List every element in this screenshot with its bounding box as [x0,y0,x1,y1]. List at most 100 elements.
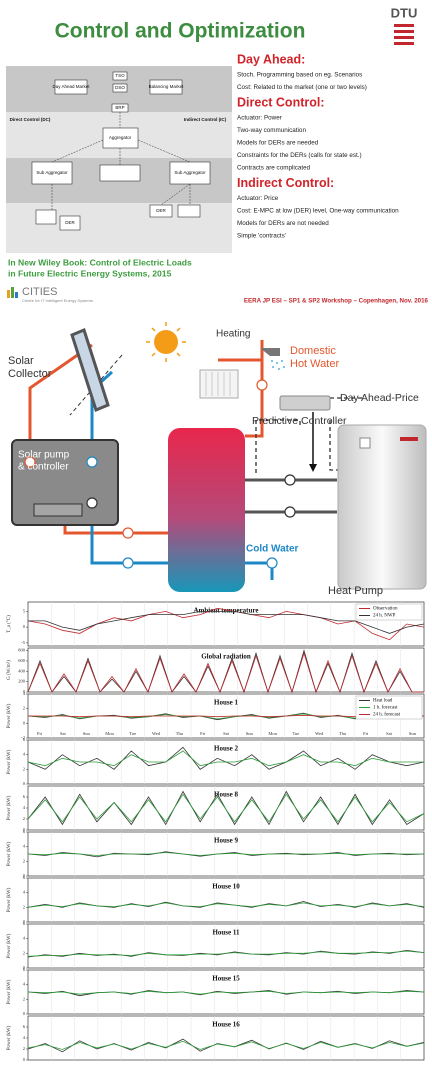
diagram-label: DER [156,208,166,213]
panel-title: House 9 [214,837,238,845]
cities-subtitle: Centre for IT Intelligent Energy Systems [22,298,93,303]
y-axis-label: Power (kW) [7,979,12,1004]
bullet-item: Stoch. Programming based on eg. Scenario… [237,72,362,79]
y-tick-label: 2 [23,904,25,909]
diagram-label: Direct Control (DC) [10,117,51,122]
diagram-label: DSO [115,85,125,90]
y-axis-label: Power (kW) [7,703,12,728]
panel-title: House 1 [214,699,238,707]
diagram-label: Indirect Control (IC) [184,117,227,122]
system-label: Domestic [290,345,336,357]
logo-bars [394,24,414,45]
diagram-label: DER [65,220,75,225]
system-label: Heating [216,329,250,340]
bullet-item: Models for DERs are not needed [237,220,329,227]
system-label: Day Ahead-Price [340,392,419,404]
diagram-label: Sub Aggregator [36,170,68,175]
panel-title: House 10 [212,883,240,891]
heating-system: Solar Collector Heating Domestic Hot Wat… [8,322,426,597]
x-tick-label: Sun [83,731,91,736]
book-note: in Future Electric Energy Systems, 2015 [8,268,172,278]
bullet-item: Actuator: Power [237,115,282,122]
footer: EERA JP ESI – SP1 & SP2 Workshop – Copen… [244,298,429,305]
slide: Control and Optimization DTU TSO DSO BRP… [6,5,429,304]
panel-title: House 16 [212,1021,240,1029]
legend-label: 1 h. forecast [373,706,398,711]
y-tick-label: 0 [23,1057,26,1062]
y-axis-label: Power (kW) [7,1025,12,1050]
y-tick-label: 0 [23,720,26,725]
x-tick-label: Thu [339,731,347,736]
book-note: In New Wiley Book: Control of Electric L… [8,257,192,267]
x-tick-label: Mon [105,731,114,736]
y-tick-label: 6 [23,875,26,880]
x-tick-label: Fri [200,731,206,736]
x-tick-label: Sun [246,731,254,736]
y-tick-label: 6 [23,794,26,799]
bullet-item: Contracts are complicated [237,165,311,172]
bullet-list: Day Ahead: Stoch. Programming based on eg… [237,52,399,239]
y-tick-label: 4 [23,890,26,895]
diagram-label: Aggregator [109,135,132,140]
panel-title: House 2 [214,745,238,753]
y-tick-label: 2 [23,950,25,955]
y-axis-label: T_a (°C) [7,615,12,633]
y-tick-label: 4 [23,691,26,696]
legend-label: 24 h. NWP [373,614,396,619]
bullet-item: Simple 'contracts' [237,233,286,240]
y-tick-label: 800 [18,648,26,653]
y-tick-label: 6 [23,829,26,834]
y-tick-label: 4 [23,752,26,757]
x-tick-label: Sat [60,731,67,736]
y-tick-label: 6 [23,921,26,926]
bullet-item: Constraints for the DERs (calls for stat… [237,152,362,159]
bullet-item: Two-way communication [237,127,306,134]
diagram-label: BRP [115,105,124,110]
section-heading: Indirect Control: [237,176,334,190]
y-axis-label: Power (kW) [7,749,12,774]
x-tick-label: Fri [37,731,43,736]
x-tick-label: Tue [129,731,136,736]
y-tick-label: 2 [23,1046,25,1051]
system-label: Collector [8,368,52,380]
y-axis-label: Power (kW) [7,933,12,958]
bullet-item: Cost: Related to the market (one or two … [237,84,367,91]
y-tick-label: 6 [23,967,26,972]
y-tick-label: 200 [18,679,26,684]
cities-logo [7,287,18,298]
y-axis-label: Power (kW) [7,795,12,820]
y-tick-label: 2 [23,996,25,1001]
y-tick-label: 400 [18,668,26,673]
cities: CITIES [22,286,57,298]
section-heading: Direct Control: [237,95,325,109]
y-tick-label: 2 [23,858,25,863]
legend-label: Observation [373,607,398,612]
system-label: & controller [18,462,69,473]
y-axis-label: G (W/m²) [6,660,12,680]
y-tick-label: 0 [23,624,26,629]
page: Control and Optimization DTU TSO DSO BRP… [0,0,432,1064]
bullet-item: Actuator: Price [237,195,279,202]
section-heading: Day Ahead: [237,52,305,66]
panel-title: Global radiation [201,653,251,661]
canvas: Control and Optimization DTU TSO DSO BRP… [0,0,432,1064]
x-tick-label: Sat [223,731,230,736]
y-tick-label: 2 [23,766,25,771]
bullet-item: Cost: E-MPC at low (DER) level, One-way … [237,208,399,215]
architecture-diagram: TSO DSO BRP Day Ahead Market Balancing M… [6,66,232,253]
y-tick-label: 4 [23,805,26,810]
y-axis-label: Power (kW) [7,887,12,912]
x-tick-label: Sun [409,731,417,736]
y-tick-label: 2 [23,816,25,821]
panel-title: House 11 [212,929,240,937]
y-tick-label: 0 [23,781,26,786]
bullet-item: Models for DERs are needed [237,140,319,147]
diagram-label: Day Ahead Market [52,84,90,89]
legend-label: Heat load [373,699,393,704]
y-tick-label: 4 [23,982,26,987]
y-tick-label: 6 [23,1024,26,1029]
diagram-label: Sub Aggregator [174,170,206,175]
y-tick-label: -5 [21,640,25,645]
legend-label: 24 h. forecast [373,713,401,718]
y-tick-label: 4 [23,936,26,941]
